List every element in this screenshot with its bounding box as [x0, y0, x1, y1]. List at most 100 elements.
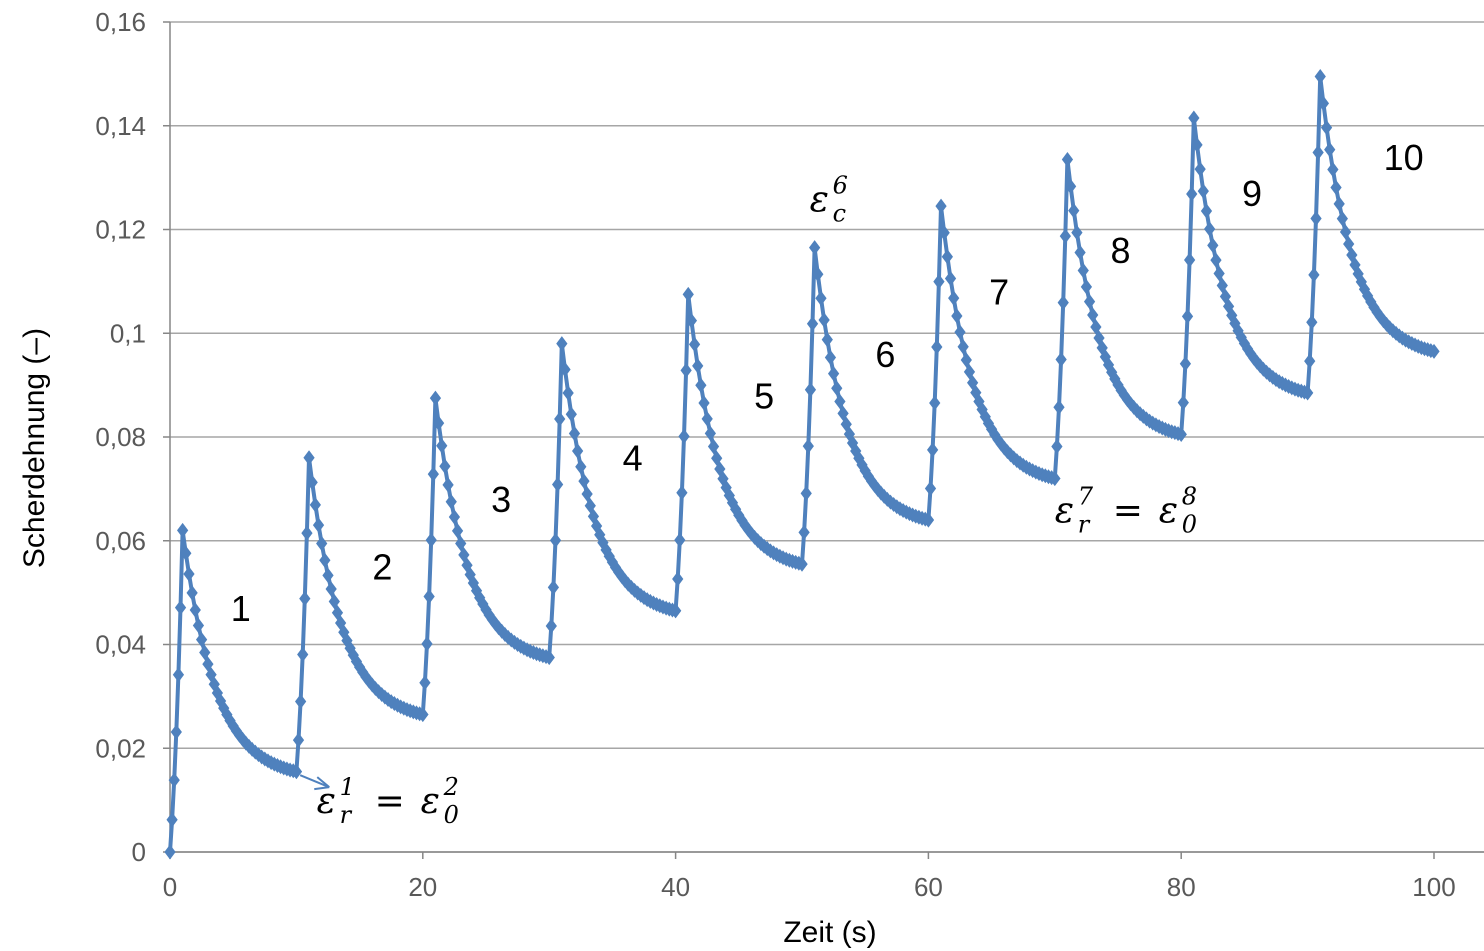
- data-point: [559, 362, 571, 378]
- data-point: [448, 509, 461, 525]
- data-point: [1188, 110, 1200, 126]
- data-point: [935, 198, 947, 214]
- data-point: [680, 362, 692, 378]
- x-tick-label: 80: [1167, 872, 1196, 902]
- data-point: [1197, 183, 1209, 199]
- data-point: [186, 585, 198, 601]
- data-point: [1346, 247, 1358, 263]
- data-point: [419, 675, 431, 691]
- data-point: [1216, 278, 1228, 294]
- data-point: [1213, 265, 1225, 281]
- annotation-subscript: c: [833, 199, 846, 227]
- data-point: [319, 552, 331, 568]
- x-tick-label: 60: [914, 872, 943, 902]
- data-point: [436, 438, 448, 454]
- data-point: [1077, 263, 1089, 279]
- data-point: [674, 532, 686, 548]
- data-point: [1083, 294, 1096, 310]
- data-point: [1181, 308, 1194, 324]
- data-point: [922, 512, 935, 528]
- data-point: [1059, 228, 1071, 244]
- data-point: [1074, 245, 1086, 261]
- x-axis-ticks: 0 20 40 60 80 100: [163, 852, 1456, 902]
- annotation-equals: =: [1113, 491, 1143, 532]
- annotation-subscript: 0: [1182, 511, 1197, 539]
- data-point: [189, 602, 201, 618]
- data-point: [312, 517, 325, 533]
- data-point: [796, 556, 808, 572]
- cycle-label-7: 7: [989, 272, 1009, 313]
- annotation-subscript: r: [1078, 511, 1091, 539]
- annotation-epsilon: ε: [1159, 491, 1178, 532]
- data-point: [565, 406, 577, 422]
- data-point: [575, 459, 587, 475]
- data-point: [1336, 211, 1348, 227]
- data-point: [1210, 252, 1222, 268]
- annotation-subscript: 0: [444, 801, 459, 829]
- data-point: [1071, 225, 1083, 241]
- data-point: [1179, 356, 1192, 372]
- data-point: [931, 339, 943, 355]
- data-point: [837, 405, 849, 421]
- data-point: [669, 603, 682, 619]
- data-point: [926, 442, 939, 458]
- data-point: [954, 324, 966, 340]
- data-point: [1194, 161, 1206, 177]
- data-point: [802, 438, 814, 454]
- data-point: [297, 647, 309, 663]
- data-point: [1330, 180, 1342, 196]
- data-point: [1049, 471, 1061, 486]
- data-point: [812, 266, 824, 282]
- data-point: [692, 358, 704, 374]
- y-tick-label: 0,1: [110, 318, 146, 348]
- data-point: [439, 458, 451, 474]
- grid-lines: [170, 21, 1484, 853]
- data-point: [730, 501, 742, 517]
- data-point: [1200, 203, 1213, 219]
- data-point: [572, 443, 584, 459]
- data-point: [1310, 211, 1322, 227]
- data-point: [695, 377, 707, 393]
- data-point: [933, 274, 945, 290]
- data-point: [1057, 295, 1069, 311]
- data-point: [824, 349, 837, 365]
- data-point: [804, 382, 817, 398]
- x-axis-title: Zeit (s): [783, 916, 876, 949]
- data-point: [960, 352, 972, 368]
- annotation-arrowhead: [314, 776, 330, 791]
- cycle-label-5: 5: [754, 375, 774, 416]
- y-tick-label: 0,08: [95, 422, 146, 452]
- data-point: [1301, 385, 1314, 401]
- y-tick-label: 0: [132, 837, 146, 867]
- data-point: [815, 290, 827, 306]
- data-point: [172, 667, 185, 683]
- data-point: [174, 600, 187, 616]
- cycle-label-9: 9: [1242, 173, 1262, 214]
- data-point: [177, 522, 189, 538]
- data-point: [685, 313, 698, 329]
- data-point: [562, 385, 574, 401]
- data-point: [192, 618, 205, 634]
- data-point: [1327, 162, 1339, 178]
- data-point: [549, 532, 562, 548]
- y-axis-title: Scherdehnung (–): [18, 328, 51, 568]
- data-point: [164, 844, 176, 860]
- data-point: [688, 336, 701, 352]
- y-tick-label: 0,06: [95, 526, 146, 556]
- annotation-epsilon: ε: [810, 179, 829, 220]
- x-tick-label: 40: [661, 872, 690, 902]
- annotation-superscript: 1: [340, 773, 355, 801]
- y-axis-ticks: 0 0,02 0,04 0,06 0,08 0,1 0,12 0,14 0,16: [95, 7, 170, 867]
- data-point: [306, 474, 318, 490]
- data-point: [827, 366, 840, 382]
- data-point: [1191, 137, 1203, 153]
- data-point: [328, 593, 340, 609]
- x-tick-label: 0: [163, 872, 177, 902]
- data-point: [1312, 145, 1324, 161]
- cycle-labels: 1 2 3 4 5 6 7 8 9 10: [231, 137, 1424, 629]
- data-point: [543, 649, 555, 665]
- data-point: [1324, 142, 1336, 158]
- data-point: [1428, 343, 1440, 359]
- data-point: [1320, 120, 1333, 136]
